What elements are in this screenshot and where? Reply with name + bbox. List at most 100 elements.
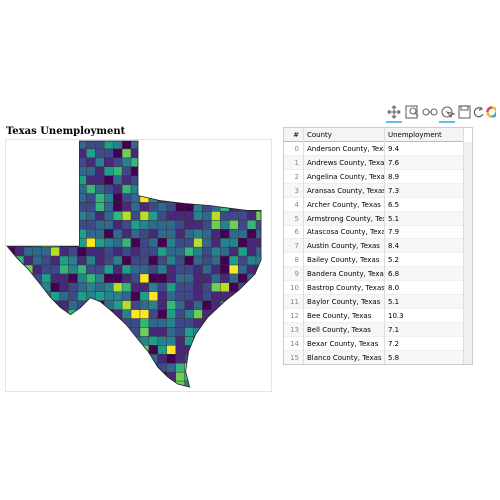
county-shape[interactable] [255,184,265,194]
county-shape[interactable] [238,390,247,392]
county-shape[interactable] [193,175,203,185]
county-shape[interactable] [95,220,105,230]
county-shape[interactable] [59,184,69,194]
county-shape[interactable] [32,140,42,150]
county-shape[interactable] [202,166,212,176]
county-shape[interactable] [211,371,221,382]
county-shape[interactable] [229,166,239,176]
county-shape[interactable] [41,300,51,310]
county-shape[interactable] [41,193,51,203]
county-shape[interactable] [246,336,257,346]
county-shape[interactable] [211,390,220,392]
county-shape[interactable] [175,140,185,150]
county-shape[interactable] [157,300,167,310]
county-shape[interactable] [148,327,159,337]
county-shape[interactable] [86,380,96,390]
county-shape[interactable] [238,238,248,248]
county-shape[interactable] [50,184,60,194]
county-shape[interactable] [86,327,96,337]
county-shape[interactable] [121,291,132,301]
county-shape[interactable] [6,300,16,310]
county-shape[interactable] [32,229,42,239]
county-shape[interactable] [59,273,69,284]
county-shape[interactable] [229,327,239,337]
county-shape[interactable] [41,148,51,159]
county-shape[interactable] [14,148,25,159]
county-shape[interactable] [50,211,60,221]
county-shape[interactable] [220,371,230,382]
county-shape[interactable] [229,211,239,221]
county-shape[interactable] [68,345,78,355]
county-shape[interactable] [50,193,60,203]
county-shape[interactable] [265,140,272,149]
county-shape[interactable] [265,328,272,337]
county-shape[interactable] [121,363,132,373]
county-shape[interactable] [255,363,265,373]
county-shape[interactable] [238,148,248,159]
county-shape[interactable] [113,175,123,185]
county-shape[interactable] [193,354,203,364]
county-shape[interactable] [211,246,221,257]
county-shape[interactable] [185,390,194,392]
county-shape[interactable] [139,157,150,167]
county-shape[interactable] [265,381,272,390]
county-shape[interactable] [184,336,194,346]
county-shape[interactable] [238,354,248,364]
county-shape[interactable] [211,300,221,310]
county-shape[interactable] [211,282,221,292]
county-shape[interactable] [6,175,16,185]
county-shape[interactable] [139,336,150,346]
county-shape[interactable] [113,354,123,364]
county-shape[interactable] [229,140,239,150]
county-shape[interactable] [32,211,42,221]
county-shape[interactable] [157,273,167,284]
county-shape[interactable] [193,380,203,390]
county-shape[interactable] [140,390,149,392]
county-shape[interactable] [104,345,114,355]
county-shape[interactable] [211,220,221,230]
county-shape[interactable] [211,211,221,221]
county-shape[interactable] [113,336,123,346]
county-shape[interactable] [202,255,212,266]
county-shape[interactable] [148,273,159,284]
county-shape[interactable] [148,255,159,266]
county-shape[interactable] [130,157,141,167]
county-shape[interactable] [23,229,34,239]
county-shape[interactable] [41,264,51,275]
county-shape[interactable] [113,184,123,194]
county-shape[interactable] [121,220,132,230]
county-shape[interactable] [148,371,159,382]
county-shape[interactable] [238,291,248,301]
county-shape[interactable] [166,229,176,239]
table-row[interactable]: 14 Bexar County, Texas 7.2 [284,336,464,351]
county-shape[interactable] [59,193,69,203]
county-shape[interactable] [50,229,60,239]
county-shape[interactable] [41,380,51,390]
county-shape[interactable] [113,300,123,310]
county-shape[interactable] [86,211,96,221]
county-shape[interactable] [23,318,34,328]
county-shape[interactable] [113,193,123,203]
county-shape[interactable] [202,157,212,167]
county-shape[interactable] [148,166,159,176]
county-shape[interactable] [229,229,239,239]
county-shape[interactable] [59,345,69,355]
county-shape[interactable] [50,371,60,382]
county-shape[interactable] [59,166,69,176]
county-shape[interactable] [211,184,221,194]
county-shape[interactable] [148,246,159,257]
county-shape[interactable] [265,336,272,345]
county-shape[interactable] [86,238,96,248]
county-shape[interactable] [139,363,150,373]
county-shape[interactable] [113,380,123,390]
county-shape[interactable] [23,282,34,292]
county-shape[interactable] [6,229,16,239]
county-shape[interactable] [59,371,69,382]
county-shape[interactable] [238,184,248,194]
county-shape[interactable] [139,291,150,301]
county-shape[interactable] [229,220,239,230]
county-shape[interactable] [265,220,272,229]
county-shape[interactable] [130,166,141,176]
county-shape[interactable] [50,166,60,176]
county-shape[interactable] [14,291,25,301]
